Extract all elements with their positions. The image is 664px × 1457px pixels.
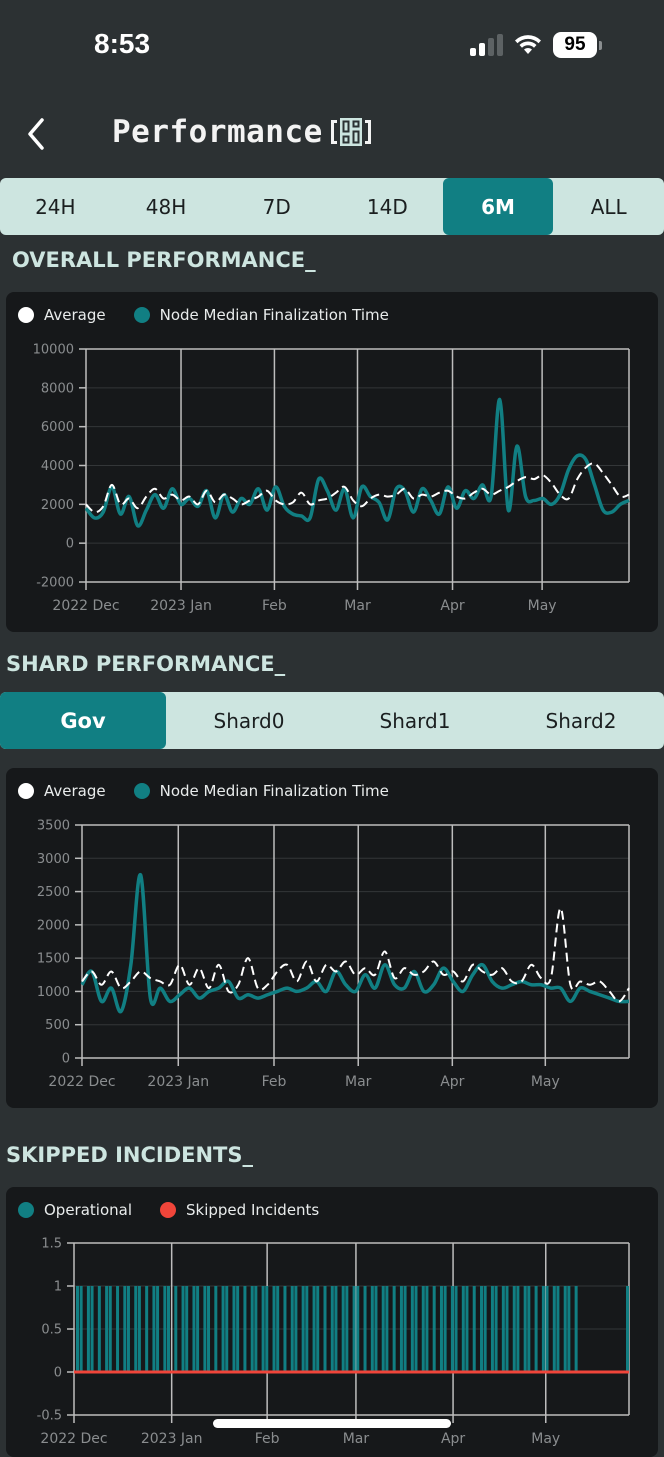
legend-label: Node Median Finalization Time bbox=[159, 782, 389, 800]
svg-text:2000: 2000 bbox=[37, 918, 70, 933]
chart-legend: Operational Skipped Incidents bbox=[18, 1201, 319, 1219]
svg-text:Feb: Feb bbox=[262, 1074, 287, 1090]
svg-text:8000: 8000 bbox=[41, 381, 74, 396]
legend-label: Average bbox=[44, 306, 106, 324]
skipped-incidents-chart-card: Operational Skipped Incidents 1.5 1 0.5 0 -0… bbox=[6, 1187, 658, 1457]
svg-text:Apr: Apr bbox=[440, 598, 464, 614]
legend-label: Node Median Finalization Time bbox=[159, 306, 389, 324]
svg-text:4000: 4000 bbox=[41, 459, 74, 474]
svg-text:2000: 2000 bbox=[41, 498, 74, 513]
svg-text:3000: 3000 bbox=[37, 852, 70, 867]
cellular-signal-icon bbox=[470, 34, 503, 56]
overall-performance-chart-card: Average Node Median Finalization Time 10… bbox=[6, 292, 658, 632]
dashboard-grid-icon bbox=[329, 116, 373, 148]
svg-text:Apr: Apr bbox=[440, 1074, 464, 1090]
range-option-48h[interactable]: 48H bbox=[145, 194, 187, 219]
wifi-icon bbox=[515, 35, 541, 54]
status-bar: 8:53 95 bbox=[0, 0, 664, 90]
shard-tab-shard1[interactable]: Shard1 bbox=[379, 708, 451, 733]
chart-legend: Average Node Median Finalization Time bbox=[18, 306, 389, 324]
range-option-all[interactable]: ALL bbox=[590, 194, 627, 219]
svg-text:10000: 10000 bbox=[33, 343, 74, 358]
legend-node-median[interactable]: Node Median Finalization Time bbox=[133, 306, 389, 324]
svg-text:0: 0 bbox=[54, 1366, 62, 1381]
legend-label: Skipped Incidents bbox=[186, 1201, 320, 1219]
legend-average[interactable]: Average bbox=[18, 782, 106, 800]
legend-dot-red-icon bbox=[160, 1202, 177, 1218]
time-range-selector: 24H 48H 7D 14D 6M ALL bbox=[0, 178, 664, 235]
svg-text:2022 Dec: 2022 Dec bbox=[52, 598, 119, 614]
home-indicator[interactable] bbox=[213, 1419, 451, 1428]
svg-text:6000: 6000 bbox=[41, 420, 74, 435]
legend-operational[interactable]: Operational bbox=[18, 1201, 132, 1219]
page-title: Performance bbox=[112, 114, 373, 150]
status-time: 8:53 bbox=[94, 28, 151, 59]
svg-text:1.5: 1.5 bbox=[41, 1237, 62, 1252]
shard-selector: Gov Shard0 Shard1 Shard2 bbox=[0, 692, 664, 749]
svg-text:2023 Jan: 2023 Jan bbox=[150, 598, 212, 614]
status-icons: 95 bbox=[470, 32, 602, 58]
shard-performance-line-chart[interactable]: 3500 3000 2500 2000 1500 1000 500 0 2022 Dec 2023… bbox=[6, 768, 658, 1108]
svg-text:Apr: Apr bbox=[441, 1431, 465, 1447]
nav-header: Performance bbox=[0, 100, 664, 170]
chart-legend: Average Node Median Finalization Time bbox=[18, 782, 389, 800]
svg-text:500: 500 bbox=[45, 1018, 70, 1033]
svg-text:May: May bbox=[531, 1431, 560, 1447]
shard-performance-heading: SHARD PERFORMANCE_ bbox=[6, 652, 286, 676]
range-option-14d[interactable]: 14D bbox=[366, 194, 408, 219]
svg-text:-0.5: -0.5 bbox=[37, 1409, 62, 1424]
svg-text:Feb: Feb bbox=[262, 598, 287, 614]
legend-dot-white-icon bbox=[18, 783, 34, 799]
svg-text:Mar: Mar bbox=[344, 598, 371, 614]
legend-skipped[interactable]: Skipped Incidents bbox=[160, 1201, 319, 1219]
svg-text:May: May bbox=[528, 598, 557, 614]
shard-tab-gov[interactable]: Gov bbox=[0, 692, 166, 749]
svg-text:2022 Dec: 2022 Dec bbox=[40, 1431, 107, 1447]
skipped-incidents-bar-chart[interactable]: 1.5 1 0.5 0 -0.5 2022 Dec 2023 Jan Feb Mar Apr May bbox=[6, 1187, 658, 1457]
svg-text:1: 1 bbox=[54, 1280, 62, 1295]
svg-text:2500: 2500 bbox=[37, 885, 70, 900]
chevron-left-icon bbox=[28, 118, 44, 150]
svg-text:0.5: 0.5 bbox=[41, 1323, 62, 1338]
svg-text:0: 0 bbox=[62, 1052, 70, 1067]
overall-performance-line-chart[interactable]: 10000 8000 6000 4000 2000 0 -2000 2022 Dec 2023 … bbox=[6, 292, 658, 632]
svg-text:1000: 1000 bbox=[37, 985, 70, 1000]
shard-tab-shard2[interactable]: Shard2 bbox=[545, 708, 617, 733]
svg-text:2022 Dec: 2022 Dec bbox=[48, 1074, 115, 1090]
legend-dot-teal-icon bbox=[133, 307, 150, 323]
legend-label: Operational bbox=[44, 1201, 133, 1219]
range-option-24h[interactable]: 24H bbox=[35, 194, 76, 219]
overall-performance-heading: OVERALL PERFORMANCE_ bbox=[12, 248, 316, 272]
battery-level: 95 bbox=[553, 32, 597, 58]
back-button[interactable] bbox=[18, 114, 54, 154]
legend-label: Average bbox=[44, 782, 106, 800]
page-title-text: Performance bbox=[112, 114, 323, 150]
svg-text:2023 Jan: 2023 Jan bbox=[147, 1074, 209, 1090]
svg-text:Mar: Mar bbox=[343, 1431, 370, 1447]
legend-node-median[interactable]: Node Median Finalization Time bbox=[133, 782, 389, 800]
svg-text:0: 0 bbox=[66, 537, 74, 552]
svg-text:May: May bbox=[531, 1074, 560, 1090]
shard-performance-chart-card: Average Node Median Finalization Time 35… bbox=[6, 768, 658, 1108]
svg-text:2023 Jan: 2023 Jan bbox=[141, 1431, 203, 1447]
svg-text:Feb: Feb bbox=[255, 1431, 280, 1447]
svg-text:Mar: Mar bbox=[345, 1074, 372, 1090]
legend-dot-teal-icon bbox=[18, 1202, 34, 1218]
range-option-7d[interactable]: 7D bbox=[262, 194, 291, 219]
legend-dot-teal-icon bbox=[133, 783, 150, 799]
svg-text:-2000: -2000 bbox=[36, 576, 74, 591]
svg-text:3500: 3500 bbox=[37, 819, 70, 834]
shard-tab-shard0[interactable]: Shard0 bbox=[213, 708, 285, 733]
legend-dot-white-icon bbox=[18, 307, 34, 323]
legend-average[interactable]: Average bbox=[18, 306, 106, 324]
range-option-6m[interactable]: 6M bbox=[442, 178, 554, 235]
battery-icon: 95 bbox=[553, 32, 602, 58]
skipped-incidents-heading: SKIPPED INCIDENTS_ bbox=[6, 1143, 253, 1167]
svg-text:1500: 1500 bbox=[37, 952, 70, 967]
